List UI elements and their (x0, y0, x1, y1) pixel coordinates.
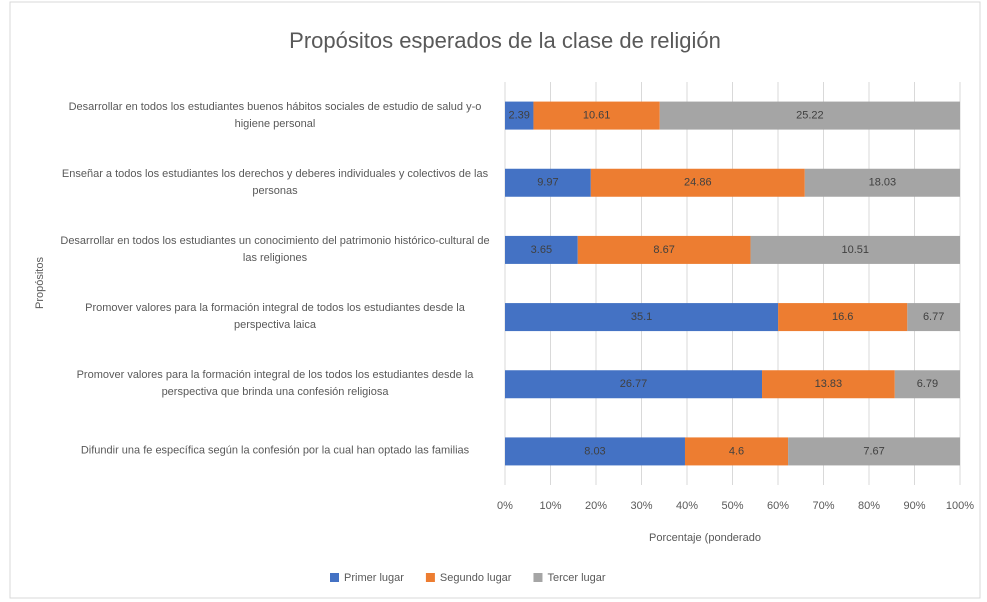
legend-swatch (425, 573, 435, 582)
y-tick-label: Promover valores para la formación integ… (76, 369, 474, 399)
data-label: 10.61 (583, 109, 611, 121)
legend-label: Primer lugar (344, 572, 404, 584)
y-tick-label: Enseñar a todos los estudiantes los dere… (61, 167, 489, 197)
x-tick-label: 20% (585, 500, 607, 512)
data-label: 35.1 (631, 311, 652, 323)
data-label: 3.65 (531, 244, 552, 256)
y-tick-label: Difundir una fe específica según la conf… (80, 444, 470, 457)
chart-frame (9, 1, 981, 599)
bar-segment (505, 303, 779, 332)
bar-segment (778, 303, 908, 332)
bar-segment (684, 437, 789, 466)
x-tick-label: 0% (497, 500, 513, 512)
y-tick-label: Desarrollar en todos los estudiantes un … (60, 234, 490, 264)
x-tick-label: 70% (812, 500, 834, 512)
bar-segment (505, 370, 763, 399)
data-label: 6.79 (917, 378, 938, 390)
data-label: 8.67 (653, 244, 674, 256)
x-tick-label: 40% (676, 500, 698, 512)
legend-label: Segundo lugar (440, 572, 512, 584)
bar-segment (577, 235, 751, 264)
data-label: 10.51 (842, 244, 870, 256)
data-label: 8.03 (584, 445, 605, 457)
data-label: 7.67 (863, 445, 884, 457)
data-label: 24.86 (684, 177, 712, 189)
bar-segment (894, 370, 960, 399)
bar-segment (659, 101, 960, 130)
data-label: 2.39 (509, 109, 530, 121)
bar-segment (505, 235, 578, 264)
x-tick-label: 60% (767, 500, 789, 512)
x-tick-label: 30% (630, 500, 652, 512)
legend-swatch (330, 573, 339, 582)
data-label: 13.83 (815, 378, 843, 390)
bar-segment (505, 168, 591, 197)
y-tick-label: Promover valores para la formación integ… (85, 302, 465, 332)
x-axis-label: Porcentaje (ponderado (649, 532, 761, 544)
y-tick-label: Desarrollar en todos los estudiantes bue… (68, 100, 482, 130)
data-label: 25.22 (796, 109, 824, 121)
data-label: 9.97 (537, 177, 558, 189)
bar-segment (788, 437, 960, 466)
bar-segment (750, 235, 960, 264)
data-label: 16.6 (832, 311, 853, 323)
data-label: 18.03 (869, 177, 897, 189)
data-label: 6.77 (923, 311, 944, 323)
data-label: 26.77 (620, 378, 648, 390)
chart-title: Propósitos esperados de la clase de reli… (289, 28, 721, 53)
x-tick-label: 100% (946, 500, 974, 512)
legend-label: Tercer lugar (547, 572, 605, 584)
bar-segment (505, 437, 685, 466)
x-tick-label: 10% (539, 500, 561, 512)
legend-swatch (533, 573, 543, 582)
bar-segment (907, 303, 960, 332)
bar-segment (533, 101, 660, 130)
bar-segment (804, 168, 960, 197)
bar-segment (590, 168, 805, 197)
x-tick-label: 80% (858, 500, 880, 512)
x-tick-label: 90% (903, 500, 925, 512)
data-label: 4.6 (729, 445, 744, 457)
bar-segment (505, 101, 534, 130)
bar-segment (762, 370, 895, 399)
x-tick-label: 50% (721, 500, 743, 512)
y-axis-label: Propósitos (34, 257, 46, 309)
